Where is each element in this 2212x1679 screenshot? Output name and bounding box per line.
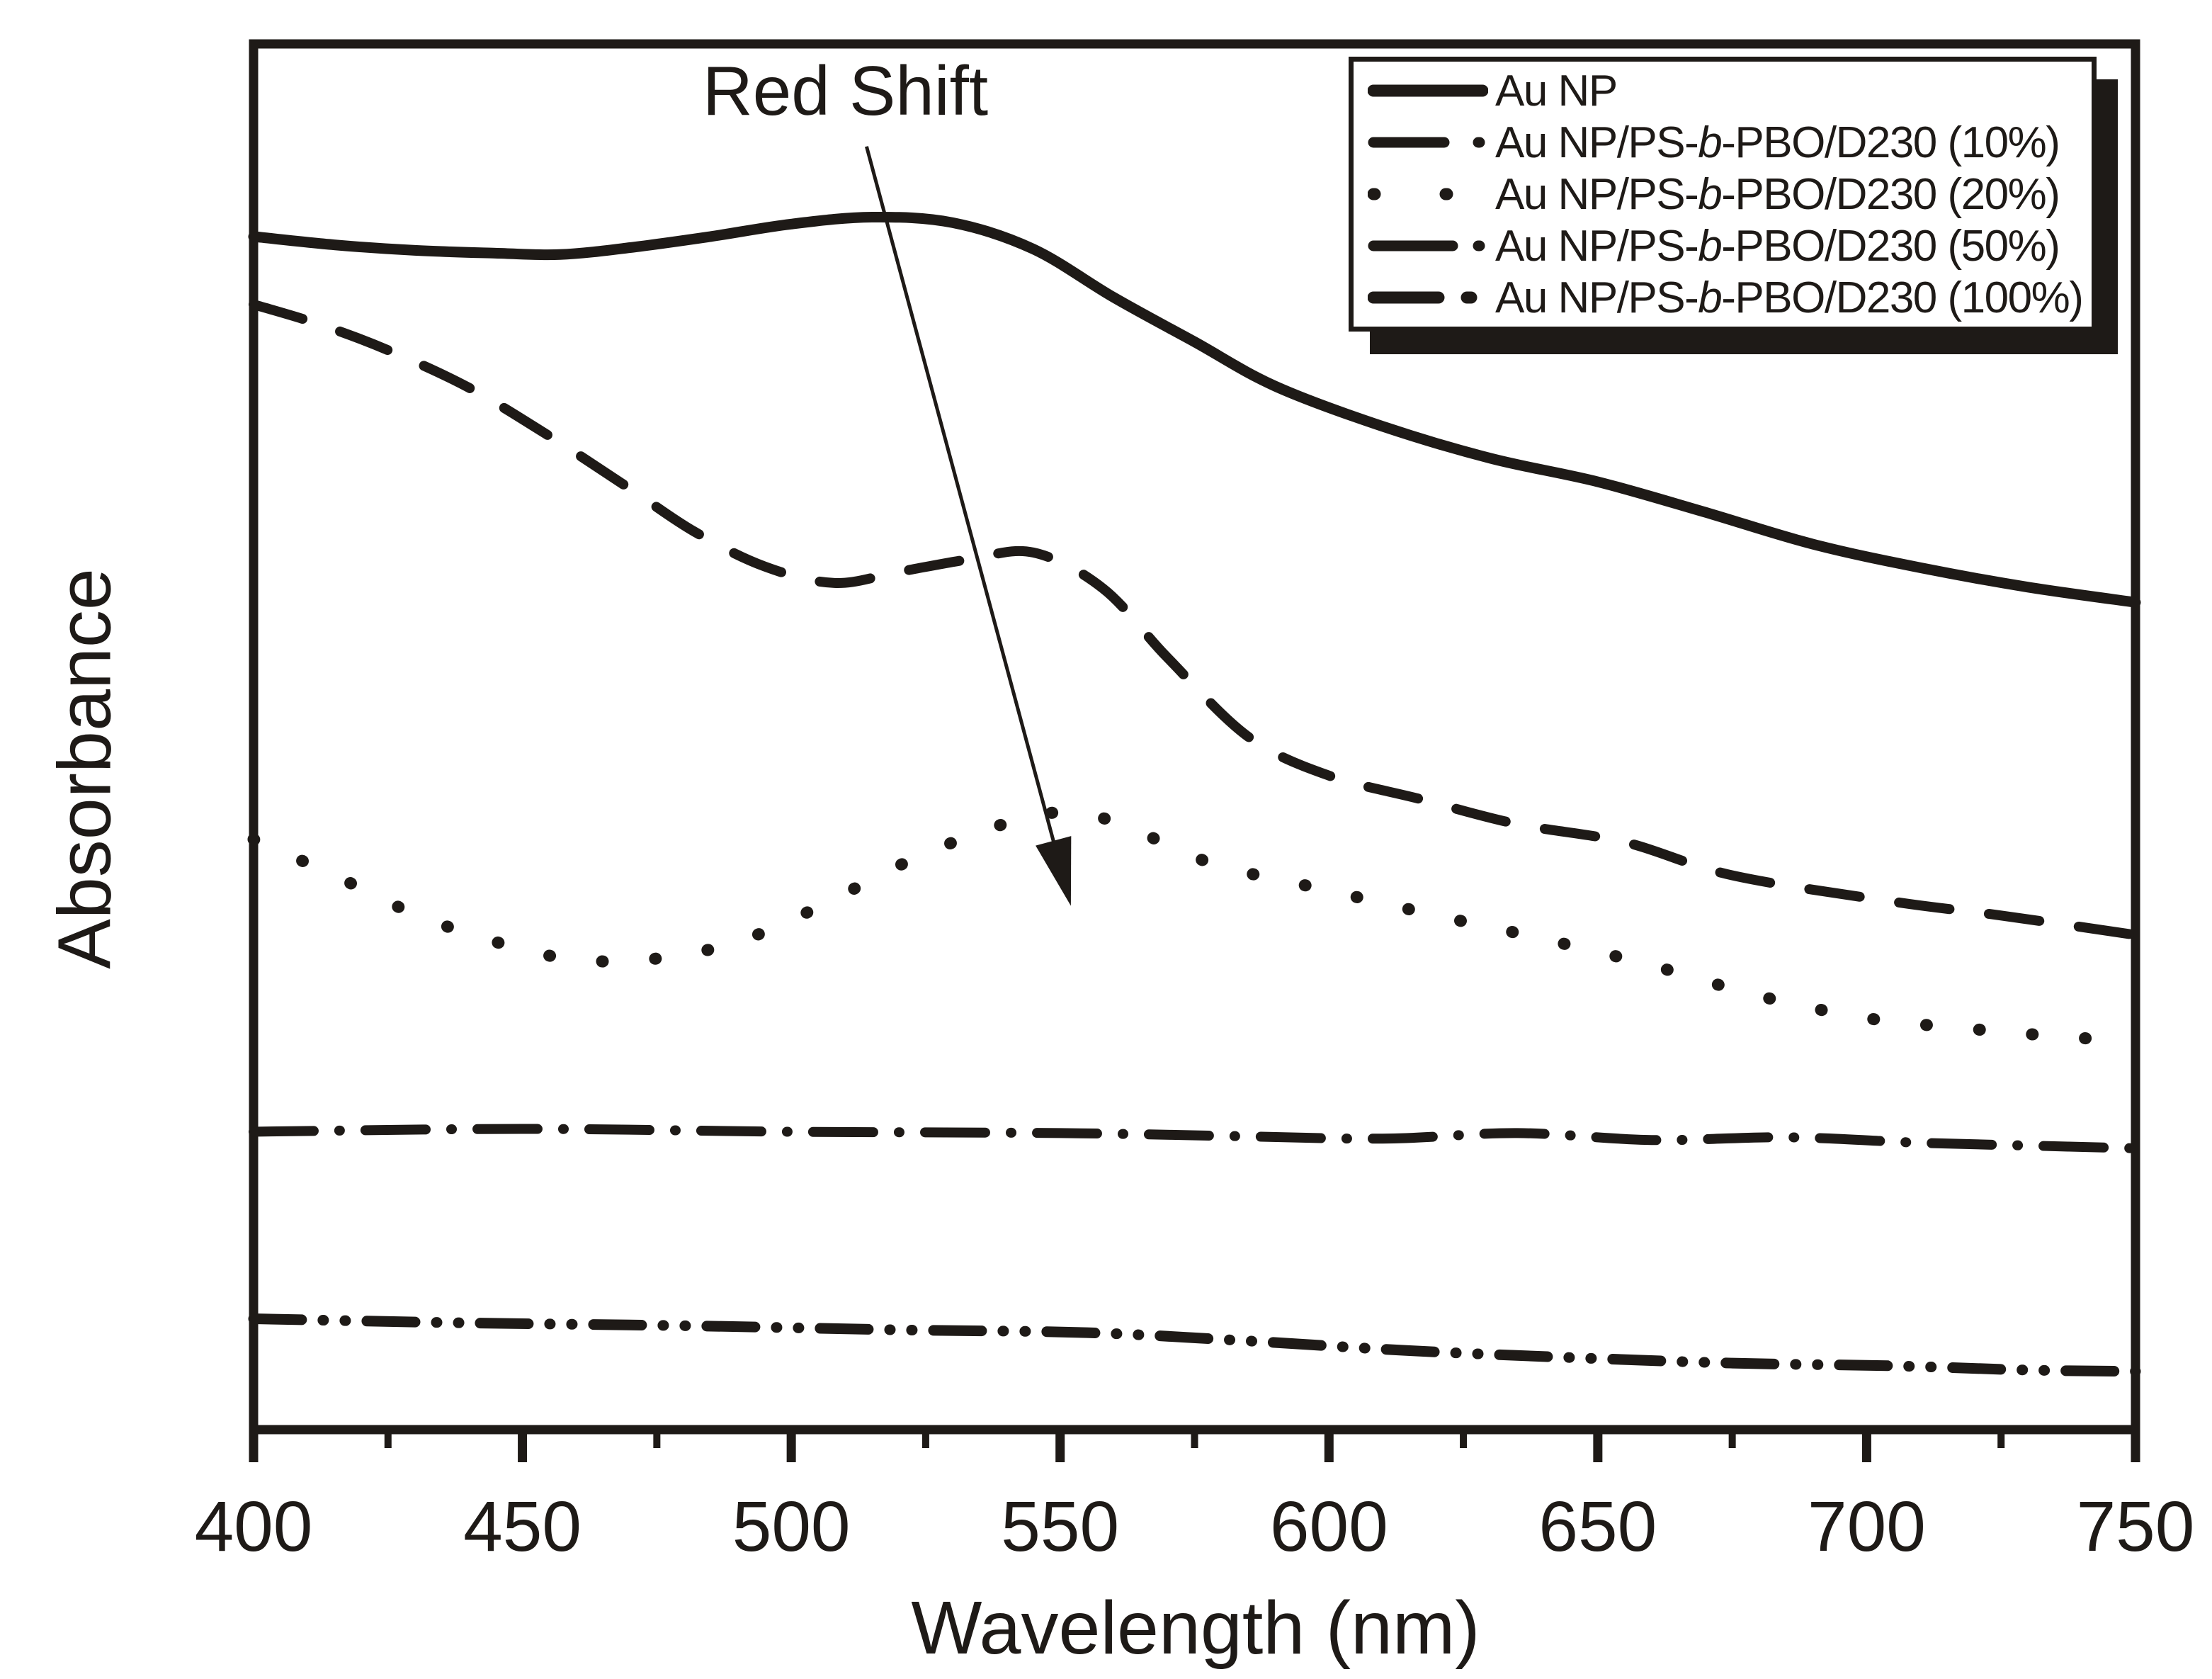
legend-sample-100 <box>1368 291 1488 304</box>
x-tick-label: 400 <box>194 1487 313 1566</box>
red-shift-arrowhead-icon <box>1036 836 1072 906</box>
legend-label-part-italic: b <box>1698 273 1722 322</box>
legend-label: Au NP/PS-b-PBO/D230 (10%) <box>1495 118 2060 168</box>
legend-label-part: Au NP/PS- <box>1495 221 1699 271</box>
red-shift-arrow-line <box>865 146 1059 855</box>
legend-label-part: Au NP <box>1495 66 1618 115</box>
legend-label-part-italic: b <box>1698 118 1722 167</box>
curve-ps-b-pbo-d230-10 <box>249 299 2140 940</box>
legend-label-part-italic: b <box>1698 169 1722 219</box>
curve-ps-b-pbo-d230-20 <box>247 806 2142 1048</box>
legend-label-part: Au NP/PS- <box>1495 118 1699 167</box>
legend-item-ps-b-pbo-d230-100: Au NP/PS-b-PBO/D230 (100%) <box>1368 272 2092 323</box>
legend-label-part: -PBO/D230 (50%) <box>1721 221 2060 271</box>
legend-item-ps-b-pbo-d230-10: Au NP/PS-b-PBO/D230 (10%) <box>1368 117 2092 168</box>
legend-item-ps-b-pbo-d230-50: Au NP/PS-b-PBO/D230 (50%) <box>1368 220 2092 271</box>
legend-label-part: -PBO/D230 (100%) <box>1721 273 2084 322</box>
x-axis-label: Wavelength (nm) <box>911 1586 1480 1670</box>
x-tick-label: 550 <box>1001 1487 1120 1566</box>
curve-ps-b-pbo-d230-100 <box>248 1313 2141 1377</box>
legend-label-part: Au NP/PS- <box>1495 169 1699 219</box>
x-tick-label: 700 <box>1807 1487 1926 1566</box>
legend-sample-au-np <box>1368 84 1488 97</box>
x-tick-label: 450 <box>463 1487 582 1566</box>
curve-au-np <box>248 211 2141 608</box>
y-axis-label: Absorbance <box>42 568 127 969</box>
curve-ps-b-pbo-d230-50 <box>249 1124 2140 1153</box>
legend-sample-10 <box>1368 137 1488 148</box>
legend-label: Au NP/PS-b-PBO/D230 (20%) <box>1495 169 2060 220</box>
legend-sample-20 <box>1368 188 1488 200</box>
legend-label: Au NP <box>1495 66 1618 116</box>
red-shift-annotation: Red Shift <box>703 52 989 130</box>
legend-label-part: -PBO/D230 (20%) <box>1721 169 2060 219</box>
legend-label: Au NP/PS-b-PBO/D230 (50%) <box>1495 221 2060 271</box>
x-tick-label: 650 <box>1538 1487 1657 1566</box>
legend: Au NP Au NP/PS-b-PBO/D230 (10%) Au NP/PS… <box>1349 57 2097 332</box>
legend-item-au-np: Au NP <box>1368 65 2092 116</box>
legend-label-part-italic: b <box>1698 221 1722 271</box>
legend-item-ps-b-pbo-d230-20: Au NP/PS-b-PBO/D230 (20%) <box>1368 169 2092 220</box>
legend-label-part: -PBO/D230 (10%) <box>1721 118 2060 167</box>
legend-label: Au NP/PS-b-PBO/D230 (100%) <box>1495 273 2084 323</box>
x-tick-label: 750 <box>2076 1487 2195 1566</box>
x-tick-label: 500 <box>732 1487 851 1566</box>
legend-label-part: Au NP/PS- <box>1495 273 1699 322</box>
x-tick-label: 600 <box>1269 1487 1388 1566</box>
legend-sample-50 <box>1368 240 1488 251</box>
